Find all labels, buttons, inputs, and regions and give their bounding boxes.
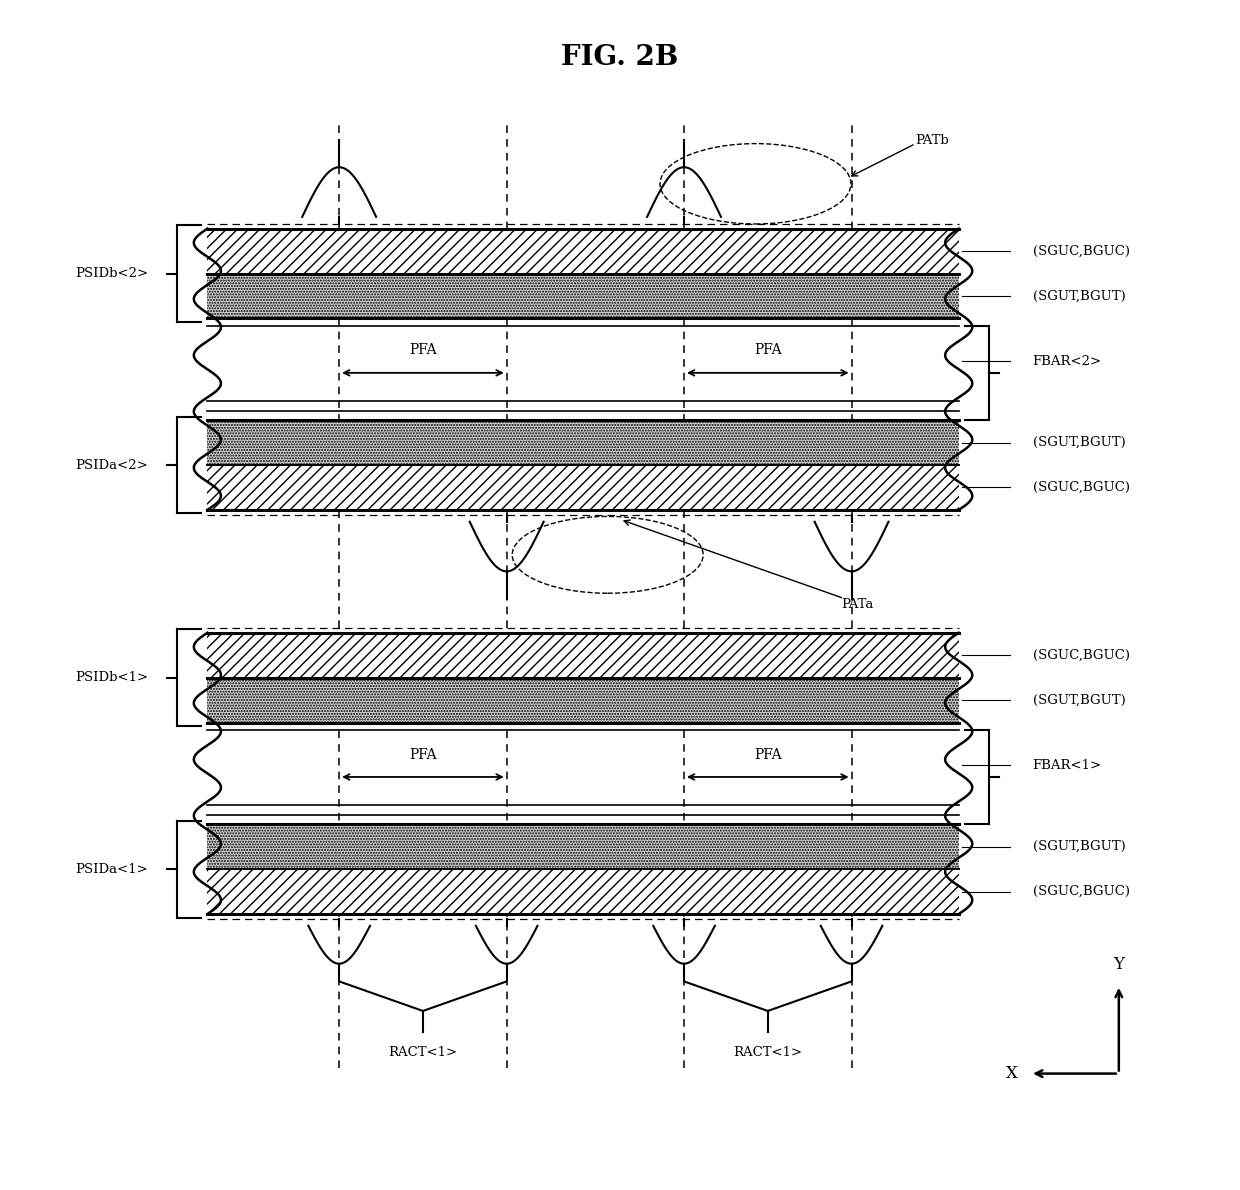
Bar	[207, 274, 959, 319]
Bar	[207, 228, 959, 274]
Text: (SGUC,BGUC): (SGUC,BGUC)	[1033, 885, 1130, 898]
Text: RACT<1>: RACT<1>	[733, 1046, 802, 1059]
Text: PATa: PATa	[842, 597, 874, 610]
Text: PSIDa<2>: PSIDa<2>	[76, 458, 149, 471]
Text: PSIDb<2>: PSIDb<2>	[76, 267, 149, 280]
Text: (SGUC,BGUC): (SGUC,BGUC)	[1033, 481, 1130, 494]
Bar	[207, 825, 959, 869]
Text: PFA: PFA	[754, 344, 781, 357]
Text: PFA: PFA	[409, 344, 436, 357]
Text: PSIDb<1>: PSIDb<1>	[76, 671, 149, 684]
Text: (SGUT,BGUT): (SGUT,BGUT)	[1033, 436, 1126, 449]
Text: (SGUC,BGUC): (SGUC,BGUC)	[1033, 649, 1130, 662]
Bar	[207, 869, 959, 914]
Bar	[207, 465, 959, 511]
Text: PFA: PFA	[409, 747, 436, 762]
Text: PSIDa<1>: PSIDa<1>	[76, 863, 149, 876]
Bar	[207, 633, 959, 678]
Bar	[207, 420, 959, 465]
Text: X: X	[1006, 1065, 1018, 1082]
Text: Y: Y	[1114, 956, 1125, 973]
Bar	[207, 678, 959, 722]
Text: (SGUT,BGUT): (SGUT,BGUT)	[1033, 840, 1126, 853]
Text: FBAR<1>: FBAR<1>	[1033, 759, 1101, 771]
Text: (SGUT,BGUT): (SGUT,BGUT)	[1033, 694, 1126, 707]
Text: (SGUT,BGUT): (SGUT,BGUT)	[1033, 289, 1126, 302]
Text: PATb: PATb	[915, 133, 950, 146]
Text: PFA: PFA	[754, 747, 781, 762]
Text: (SGUC,BGUC): (SGUC,BGUC)	[1033, 245, 1130, 258]
Text: FIG. 2B: FIG. 2B	[562, 44, 678, 71]
Text: FBAR<2>: FBAR<2>	[1033, 355, 1101, 368]
Text: RACT<1>: RACT<1>	[388, 1046, 458, 1059]
